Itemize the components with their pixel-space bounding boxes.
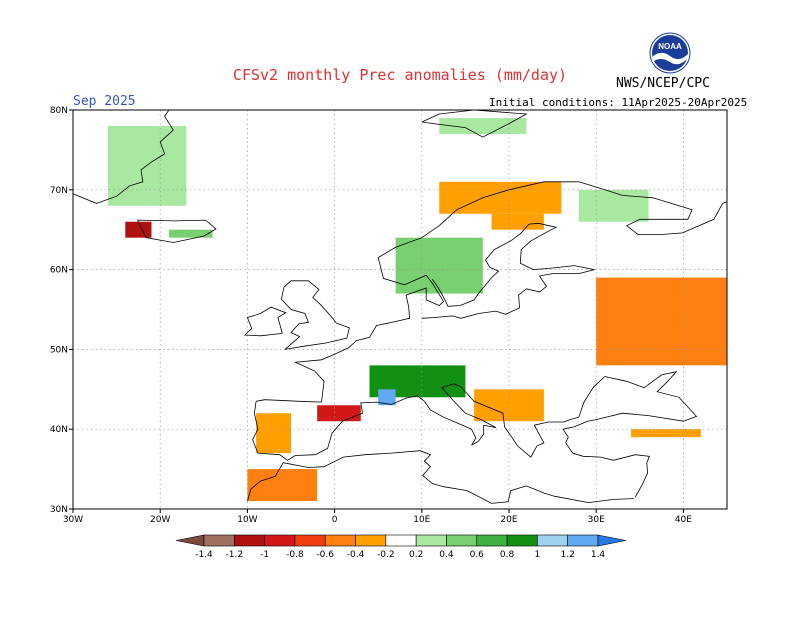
- coastline-path: [252, 371, 698, 498]
- coastlines: [72, 109, 728, 504]
- anomaly-cell: [317, 405, 361, 422]
- graticule: [73, 110, 727, 509]
- colorbar-swatch: [324, 534, 356, 547]
- colorbar-swatch: [446, 534, 478, 547]
- coastline-path: [137, 219, 217, 243]
- x-tick-label: 40E: [675, 515, 692, 525]
- coastline-path: [243, 306, 287, 337]
- longitude-ticks: 30W 20W 10W 0 10E 20E 30E 40E: [63, 509, 692, 525]
- colorbar-label: -1.4: [195, 550, 213, 560]
- anomaly-cell: [125, 221, 152, 238]
- colorbar-label: 1: [535, 550, 541, 560]
- coastline-path: [280, 280, 350, 350]
- colorbar: -1.4 -1.2 -1 -0.8 -0.6 -0.4 -0.2 0.2 0.4 0.6 0.8 1 1…: [175, 534, 627, 560]
- anomaly-cell: [439, 181, 562, 214]
- colorbar-label: 0.4: [439, 550, 454, 560]
- colorbar-label: 1.4: [591, 550, 606, 560]
- y-tick-label: 80N: [50, 106, 68, 116]
- colorbar-label: -0.2: [377, 550, 395, 560]
- y-tick-label: 40N: [50, 425, 68, 435]
- colorbar-label: -0.6: [316, 550, 334, 560]
- colorbar-swatch: [415, 534, 447, 547]
- colorbar-swatch: [476, 534, 508, 547]
- colorbar-label: 1.2: [561, 550, 575, 560]
- noaa-logo: NOAA: [649, 32, 691, 74]
- y-tick-label: 50N: [50, 345, 68, 355]
- colorbar-swatch: [264, 534, 296, 547]
- anomaly-cell: [168, 229, 213, 238]
- anomaly-cell: [491, 213, 544, 230]
- anomaly-cell: [395, 237, 483, 294]
- colorbar-swatch: [506, 534, 538, 547]
- valid-month-label: Sep 2025: [73, 94, 136, 109]
- coastline-path: [72, 109, 174, 204]
- colorbar-swatch: [537, 534, 568, 547]
- colorbar-swatch: [385, 534, 417, 547]
- anomaly-cell: [378, 389, 396, 406]
- colorbar-swatch: [355, 534, 387, 547]
- anomaly-cell: [631, 429, 701, 438]
- colorbar-label: -0.8: [286, 550, 304, 560]
- x-tick-label: 30W: [63, 515, 83, 525]
- colorbar-label: -1: [260, 550, 269, 560]
- colorbar-label: -1.2: [226, 550, 244, 560]
- map-frame: [72, 109, 728, 510]
- coastline-path: [604, 189, 728, 235]
- colorbar-swatch: [567, 534, 599, 547]
- colorbar-min-arrow: [175, 534, 205, 547]
- coastline-path: [421, 109, 528, 138]
- x-tick-label: 20W: [150, 515, 170, 525]
- colorbar-label: 0.2: [409, 550, 423, 560]
- colorbar-swatch: [203, 534, 235, 547]
- coastline-path: [421, 222, 595, 319]
- colorbar-label: 0.8: [500, 550, 515, 560]
- coastline-path: [256, 181, 606, 403]
- colorbar-swatch: [294, 534, 326, 547]
- colorbar-swatch: [234, 534, 265, 547]
- anomaly-cell: [578, 189, 649, 222]
- map-title: CFSv2 monthly Prec anomalies (mm/day): [232, 66, 568, 84]
- x-tick-label: 20E: [500, 515, 517, 525]
- x-tick-label: 10W: [237, 515, 257, 525]
- x-tick-label: 10E: [413, 515, 430, 525]
- agency-label: NWS/NCEP/CPC: [616, 76, 710, 91]
- colorbar-max-arrow: [597, 534, 627, 547]
- anomaly-cell: [596, 277, 727, 366]
- noaa-logo-text: NOAA: [658, 42, 682, 51]
- coastline-path: [247, 450, 634, 504]
- initial-conditions-label: Initial conditions: 11Apr2025-20Apr2025: [489, 96, 748, 109]
- latitude-ticks: 30N 40N 50N 60N 70N 80N: [50, 106, 73, 515]
- y-tick-label: 30N: [50, 505, 68, 515]
- y-tick-label: 70N: [50, 186, 68, 196]
- colorbar-label: -0.4: [347, 550, 365, 560]
- anomaly-cell: [439, 117, 527, 134]
- x-tick-label: 0: [332, 515, 338, 525]
- x-tick-label: 30E: [588, 515, 605, 525]
- anomaly-cell: [247, 469, 318, 502]
- anomaly-field: [107, 117, 727, 502]
- y-tick-label: 60N: [50, 266, 68, 276]
- colorbar-label: 0.6: [470, 550, 485, 560]
- anomaly-cell: [256, 413, 291, 454]
